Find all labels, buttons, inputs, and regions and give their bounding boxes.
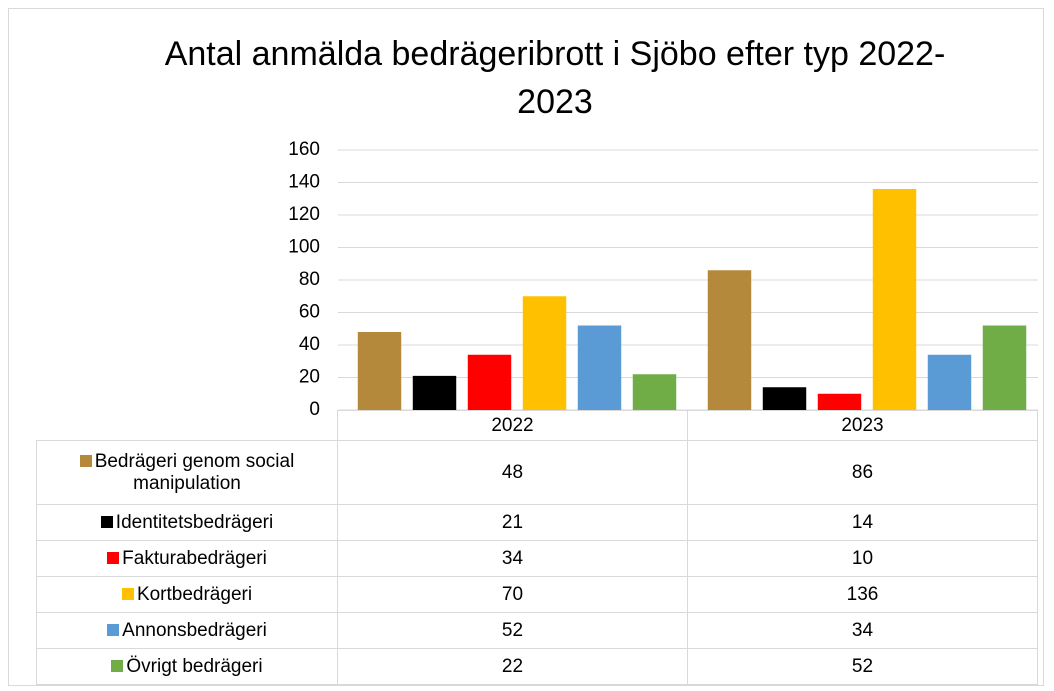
- bar: [632, 374, 677, 410]
- legend-label: Övrigt bedrägeri: [126, 655, 263, 677]
- legend-key: [121, 587, 134, 600]
- y-tick-label: 140: [288, 172, 320, 193]
- y-tick-label: 40: [299, 334, 320, 355]
- y-tick-label: 20: [299, 367, 320, 388]
- bar: [412, 375, 457, 410]
- table-value: 14: [687, 504, 1038, 541]
- table-row: Fakturabedrägeri 34 10: [36, 540, 1038, 577]
- table-row: Annonsbedrägeri 52 34: [36, 612, 1038, 649]
- legend-entry: Fakturabedrägeri: [36, 540, 338, 577]
- legend-label: Fakturabedrägeri: [122, 547, 267, 569]
- table-value: 21: [337, 504, 688, 541]
- legend-entry: Annonsbedrägeri: [36, 612, 338, 649]
- y-tick-label: 60: [299, 302, 320, 323]
- table-value: 22: [337, 648, 688, 685]
- bar: [762, 387, 807, 410]
- legend-label: Kortbedrägeri: [136, 583, 253, 605]
- table-value: 136: [687, 576, 1038, 613]
- bar: [982, 325, 1027, 410]
- y-tick-label: 0: [309, 399, 320, 420]
- legend-key: [107, 623, 120, 636]
- bar: [577, 325, 622, 410]
- table-value: 48: [337, 440, 688, 505]
- bar: [707, 270, 752, 410]
- bar: [817, 393, 862, 410]
- data-table: 2022 2023 Bedrägeri genom social manipulat…: [36, 410, 1038, 685]
- table-value: 52: [337, 612, 688, 649]
- table-row: Bedrägeri genom social manipulation 48 86: [36, 440, 1038, 505]
- legend-label: Bedrägeri genom social manipulation: [94, 450, 295, 494]
- bar: [357, 332, 402, 410]
- legend-key: [100, 515, 113, 528]
- bar: [522, 296, 567, 410]
- bar: [927, 354, 972, 410]
- x-tick-label: 2022: [337, 410, 688, 441]
- y-tick-label: 80: [299, 269, 320, 290]
- table-corner: [37, 411, 338, 441]
- legend-label: Identitetsbedrägeri: [115, 511, 274, 533]
- table-value: 70: [337, 576, 688, 613]
- table-value: 52: [687, 648, 1038, 685]
- table-value: 34: [337, 540, 688, 577]
- chart-frame: [8, 8, 1044, 686]
- legend-key: [111, 659, 124, 672]
- table-value: 86: [687, 440, 1038, 505]
- bar: [872, 189, 917, 410]
- table-row: Identitetsbedrägeri 21 14: [36, 504, 1038, 541]
- legend-key: [107, 551, 120, 564]
- legend-entry: Bedrägeri genom social manipulation: [36, 440, 338, 505]
- table-row: Kortbedrägeri 70 136: [36, 576, 1038, 613]
- x-tick-label: 2023: [687, 410, 1038, 441]
- legend-label: Annonsbedrägeri: [122, 619, 267, 641]
- legend-key: [79, 454, 92, 467]
- y-tick-label: 100: [288, 237, 320, 258]
- legend-entry: Övrigt bedrägeri: [36, 648, 338, 685]
- table-value: 10: [687, 540, 1038, 577]
- y-tick-label: 120: [288, 204, 320, 225]
- table-row: Övrigt bedrägeri 22 52: [36, 648, 1038, 685]
- chart-title: Antal anmälda bedrägeribrott i Sjöbo eft…: [164, 35, 946, 121]
- table-header-row: 2022 2023: [37, 410, 1038, 441]
- legend-entry: Identitetsbedrägeri: [36, 504, 338, 541]
- table-value: 34: [687, 612, 1038, 649]
- bar: [467, 354, 512, 410]
- legend-entry: Kortbedrägeri: [36, 576, 338, 613]
- y-tick-label: 160: [288, 139, 320, 160]
